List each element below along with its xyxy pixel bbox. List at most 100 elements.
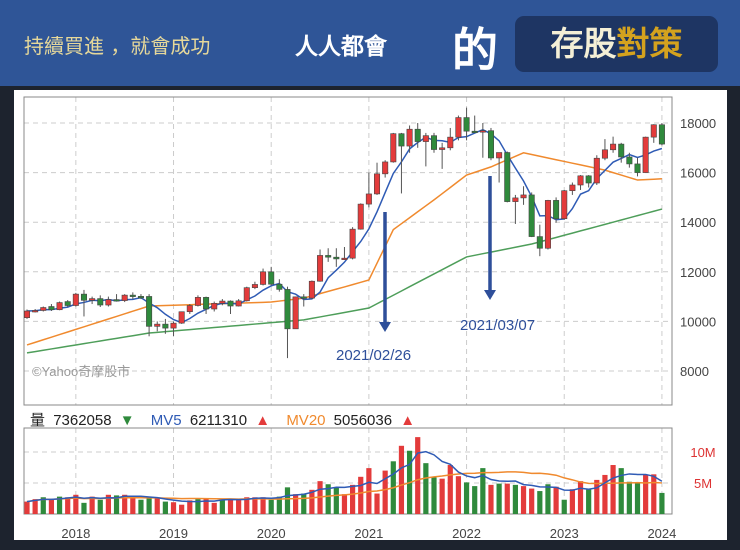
candle [121, 294, 128, 303]
volume-bar [138, 499, 144, 514]
year-tick-label: 2023 [550, 526, 579, 541]
candle [349, 227, 356, 260]
volume-bar [439, 478, 445, 514]
year-tick-label: 2019 [159, 526, 188, 541]
candle [300, 294, 307, 307]
candle-body [374, 173, 381, 195]
volume-bar [398, 445, 405, 514]
candle-body [650, 124, 657, 138]
price-axis: 8000 10000 12000 14000 16000 18000 [680, 116, 716, 379]
candle-body [406, 128, 413, 147]
volume-bar [618, 468, 624, 514]
volume-bar [73, 494, 79, 514]
volume-bar [146, 498, 152, 514]
volume-axis: 5M 10M [690, 445, 715, 491]
candle [32, 309, 39, 313]
candle-body [113, 299, 120, 302]
mv20-label: MV20 [286, 412, 325, 429]
candle-body [251, 284, 258, 288]
volume-bar [350, 484, 356, 514]
candle [414, 123, 421, 148]
volume-bar [170, 502, 177, 514]
candle [325, 248, 332, 262]
candle [618, 142, 625, 163]
candle [40, 306, 47, 312]
candle-body [487, 130, 494, 159]
volume-bar [643, 474, 649, 514]
candle-body [618, 143, 625, 158]
volume-bar [586, 489, 592, 514]
volume-bar [472, 486, 478, 514]
candle [129, 292, 136, 300]
candle [72, 292, 79, 307]
volume-bar [293, 494, 299, 514]
candle-body [170, 322, 177, 329]
candle-body [186, 305, 193, 313]
candle-body [146, 296, 153, 327]
candle [544, 199, 551, 250]
price-tick-label: 14000 [680, 215, 716, 230]
volume-bar [113, 495, 120, 514]
candle [634, 157, 641, 177]
arrow-down-icon [484, 290, 496, 300]
candle-body [333, 256, 340, 260]
candle [650, 124, 657, 143]
vol-value: 7362058 [53, 412, 111, 429]
candle [561, 189, 568, 220]
header-badge: 存股對策 [515, 16, 718, 72]
candle [97, 295, 104, 308]
volume-bar [553, 486, 559, 514]
year-tick-label: 2024 [647, 526, 676, 541]
candle [479, 123, 486, 158]
candle-body [520, 194, 527, 199]
candle-body [463, 117, 470, 132]
annotation-date: 2021/03/07 [460, 317, 535, 334]
candle [642, 136, 649, 173]
candle-body [634, 163, 641, 173]
volume-bar [268, 499, 274, 514]
candle-body [56, 302, 63, 311]
volume-bar [105, 494, 111, 514]
candle [406, 125, 413, 153]
volume-bar [463, 482, 470, 514]
candle-body [211, 302, 218, 310]
candle-body [105, 299, 112, 306]
volume-bar [626, 481, 632, 514]
candle-body [414, 128, 421, 142]
candle [374, 162, 381, 195]
volume-bar [284, 487, 291, 514]
candle [341, 247, 348, 260]
volume-bar [179, 504, 185, 514]
candle-body [80, 293, 87, 301]
candle-body [64, 301, 71, 306]
badge-text-a: 存股 [550, 24, 617, 63]
candle-body [479, 130, 486, 133]
volume-bar [545, 484, 551, 514]
year-tick-label: 2018 [61, 526, 90, 541]
candle-body [129, 294, 136, 297]
volume-bar [48, 499, 55, 514]
candle-body [178, 311, 185, 324]
candle [186, 304, 193, 314]
volume-bar [496, 483, 502, 514]
volume-bar [244, 497, 250, 514]
candle [170, 321, 177, 337]
candle-body [325, 255, 332, 258]
candle [390, 132, 397, 163]
volume-bar [154, 498, 160, 514]
candle [553, 197, 560, 223]
candle [382, 160, 389, 178]
header-slogan: 持續買進 ，就會成功 [24, 34, 211, 58]
candle [251, 281, 258, 290]
candle-body [23, 310, 30, 318]
candle [463, 107, 470, 141]
candle-body [536, 236, 543, 249]
vol-label: 量 [30, 412, 45, 429]
candle-body [48, 306, 55, 311]
candle [577, 175, 584, 190]
candle [292, 296, 299, 330]
volume-bar [610, 465, 616, 514]
volume-bar [602, 474, 608, 514]
year-tick-label: 2022 [452, 526, 481, 541]
